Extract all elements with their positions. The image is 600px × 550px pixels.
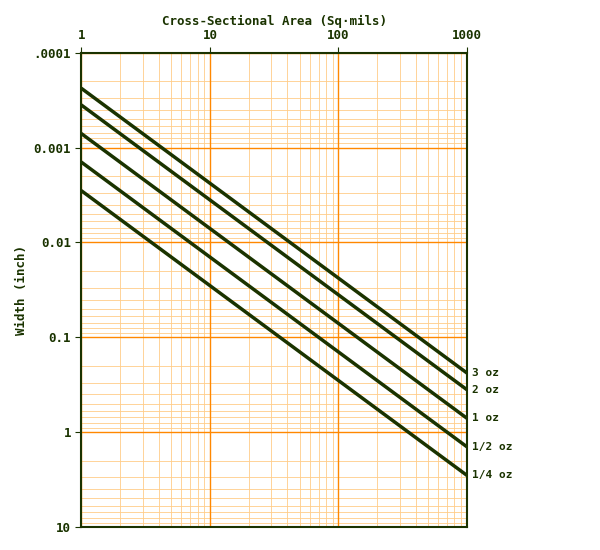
Y-axis label: Width (inch): Width (inch)	[15, 245, 28, 335]
Text: 2 oz: 2 oz	[473, 384, 499, 395]
Text: 1 oz: 1 oz	[473, 413, 499, 424]
Text: 1/4 oz: 1/4 oz	[473, 470, 513, 480]
X-axis label: Cross-Sectional Area (Sq·mils): Cross-Sectional Area (Sq·mils)	[162, 15, 387, 28]
Text: 1/2 oz: 1/2 oz	[473, 442, 513, 452]
Text: 3 oz: 3 oz	[473, 368, 499, 378]
